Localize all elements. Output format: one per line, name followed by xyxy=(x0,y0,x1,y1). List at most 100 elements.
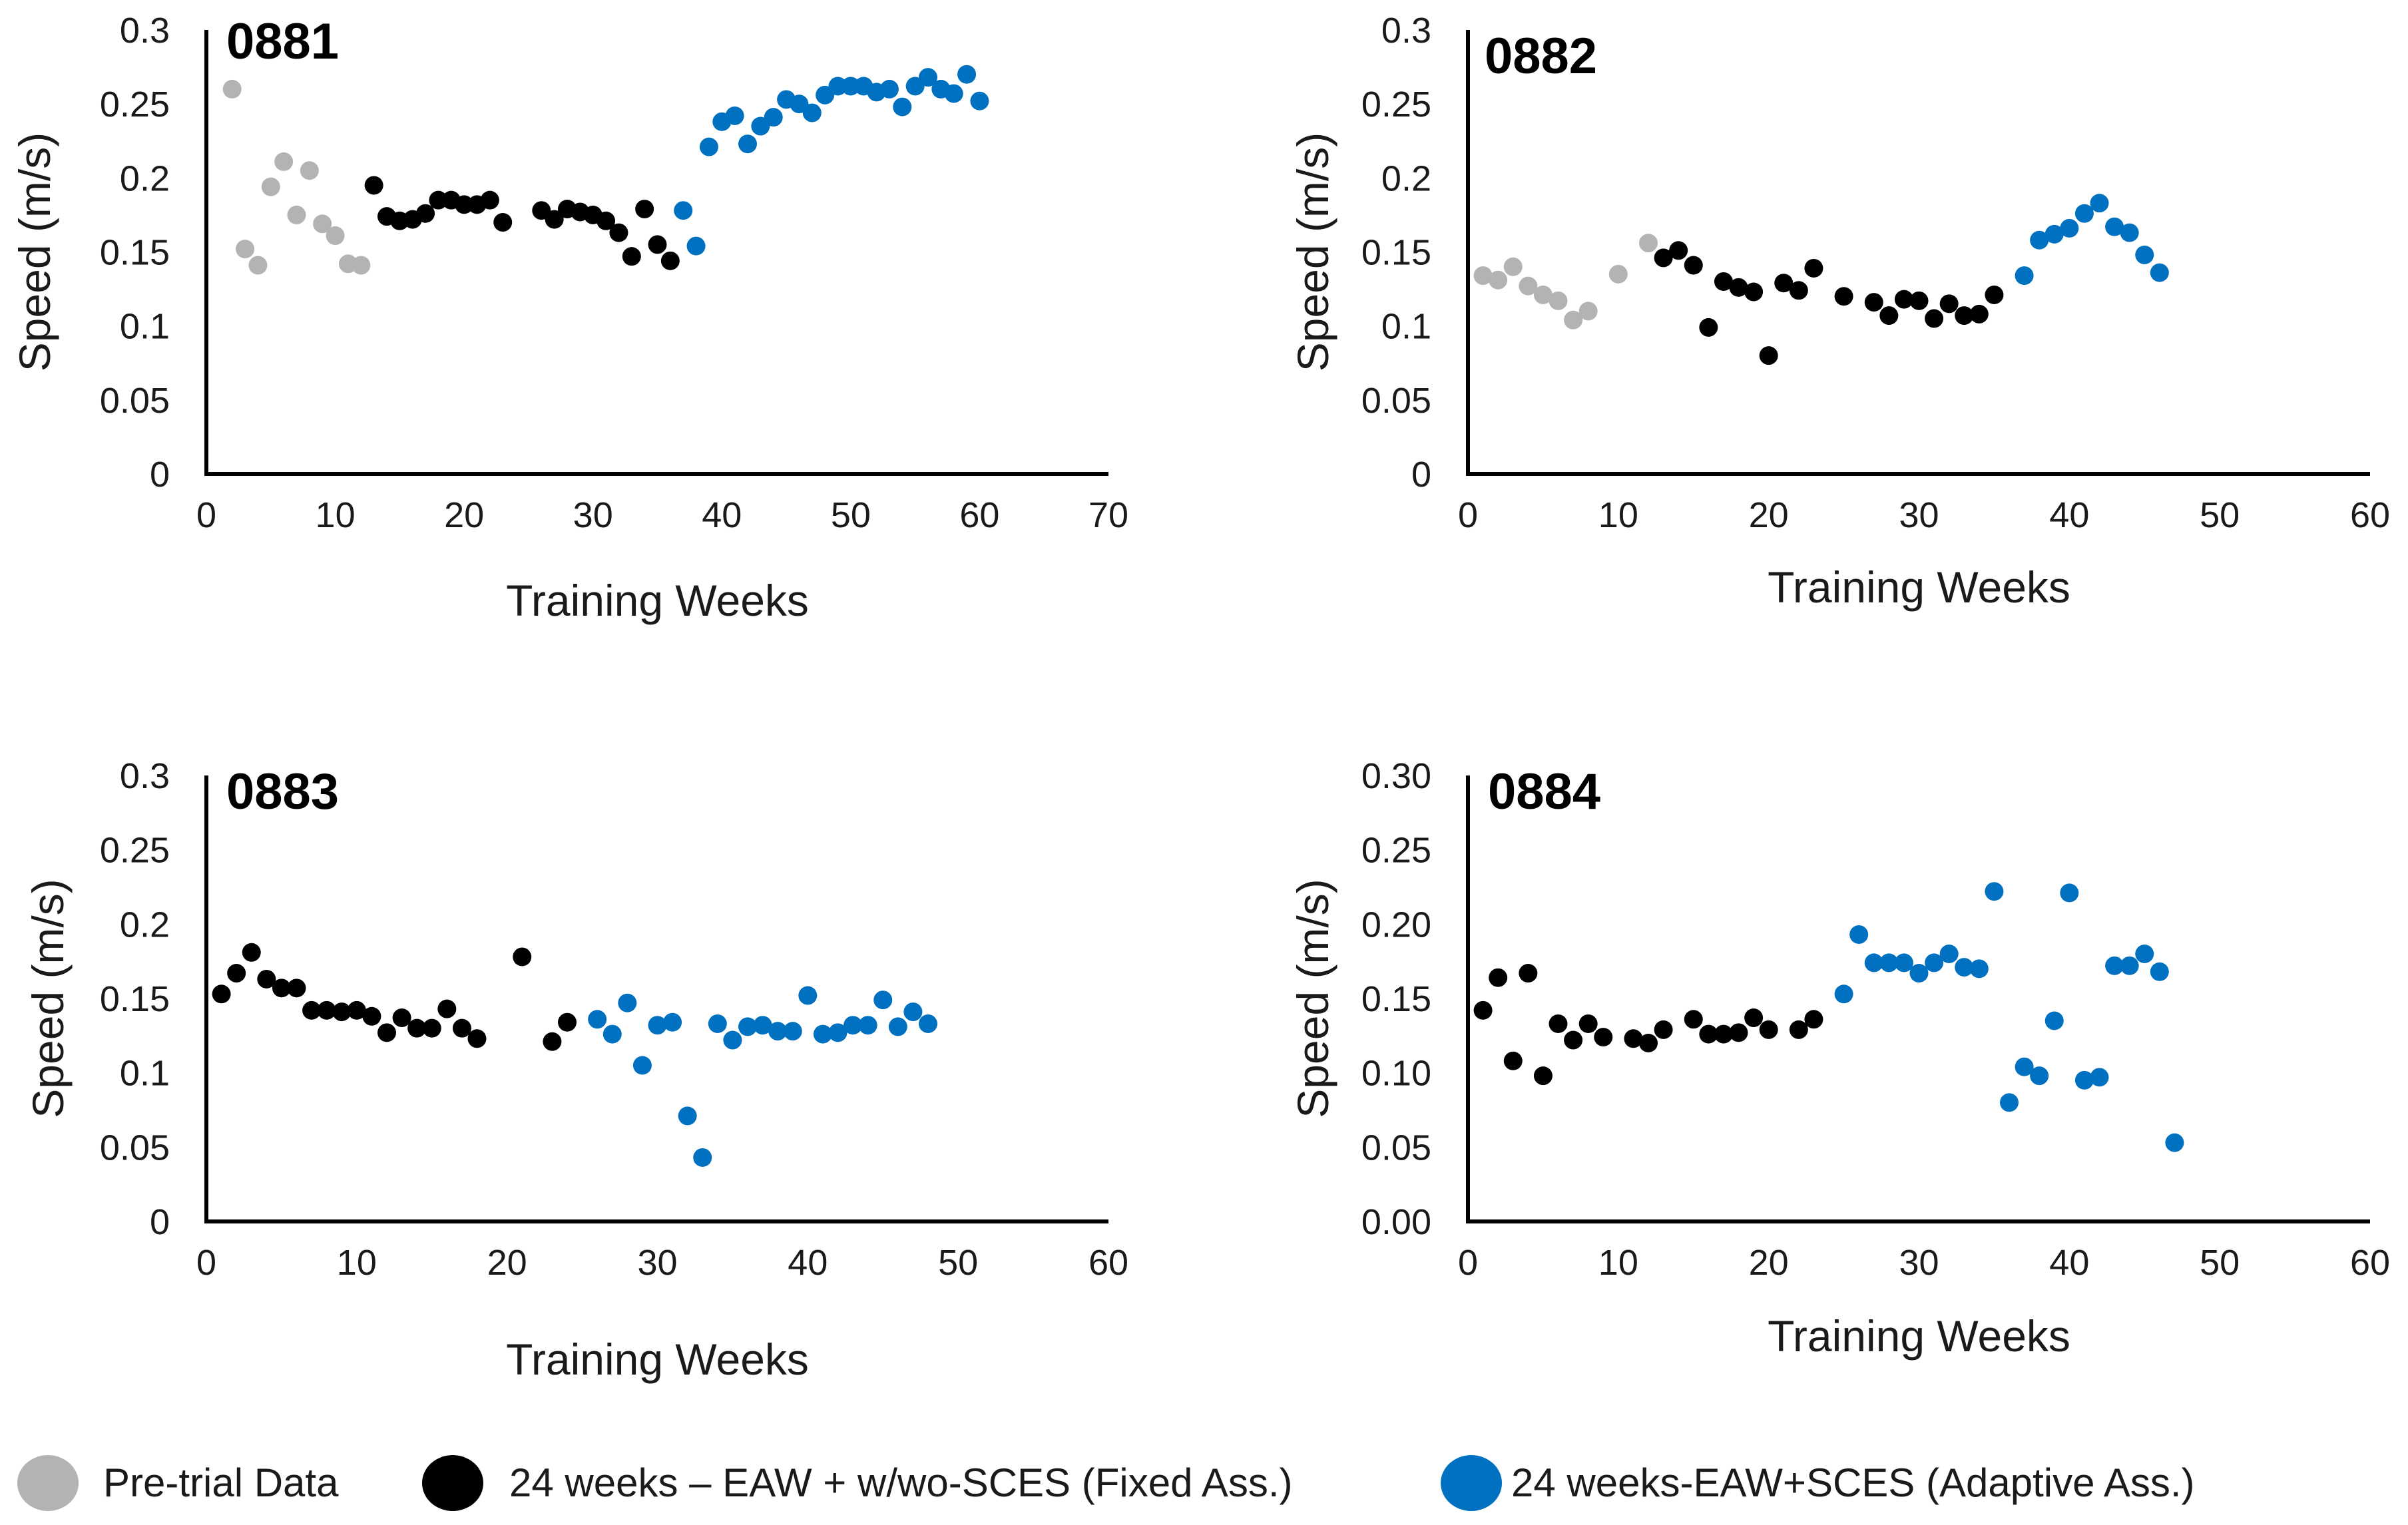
y-tick-label: 0.1 xyxy=(1381,307,1431,347)
data-point-adaptive xyxy=(2105,217,2124,236)
chart-panel-0882: 0 0.05 0.1 0.15 0.2 0.25 0.3 0 10 20 30 40 50 60 Train… xyxy=(1288,11,2390,612)
panel-title: 0881 xyxy=(226,13,339,70)
data-point-fixed xyxy=(1834,287,1853,306)
data-point-fixed xyxy=(332,1002,352,1022)
data-point-fixed xyxy=(302,1000,322,1020)
data-point-adaptive xyxy=(957,65,977,84)
x-tick-label: 0 xyxy=(1458,1243,1478,1283)
data-point-pre-trial xyxy=(300,161,319,180)
x-tick-label: 10 xyxy=(1598,495,1638,535)
y-tick-label: 0.10 xyxy=(1361,1054,1431,1094)
y-tick-label: 0.25 xyxy=(1361,85,1431,124)
data-point-fixed xyxy=(1955,306,1974,326)
data-point-fixed xyxy=(317,1000,336,1020)
data-point-adaptive xyxy=(2030,1066,2049,1086)
data-point-adaptive xyxy=(858,1016,877,1035)
y-tick-label: 0.05 xyxy=(100,381,170,421)
x-tick-label: 30 xyxy=(637,1243,677,1283)
data-point-adaptive xyxy=(970,91,989,110)
data-point-pre-trial xyxy=(1564,310,1583,329)
data-point-pre-trial xyxy=(1519,276,1538,296)
chart-panel-0883: 0 0.05 0.1 0.15 0.2 0.25 0.3 0 10 20 30 40 50 60 Train… xyxy=(23,756,1128,1384)
data-point-fixed xyxy=(1714,272,1733,291)
panel-title: 0883 xyxy=(226,763,339,820)
x-tick-label: 50 xyxy=(2200,1243,2240,1283)
legend-marker-pre-trial xyxy=(17,1455,79,1511)
data-point-adaptive xyxy=(588,1010,607,1029)
data-point-adaptive xyxy=(678,1106,697,1126)
x-tick-label: 0 xyxy=(196,1243,216,1283)
y-tick-label: 0.15 xyxy=(100,979,170,1019)
y-tick-label: 0.05 xyxy=(1361,1128,1431,1168)
data-point-pre-trial xyxy=(313,214,332,234)
x-tick-label: 60 xyxy=(959,495,999,535)
data-point-adaptive xyxy=(2060,218,2079,238)
data-point-fixed xyxy=(1759,1020,1778,1039)
x-tick-label: 60 xyxy=(2350,1243,2390,1283)
data-point-adaptive xyxy=(2150,263,2169,282)
x-axis-title: Training Weeks xyxy=(1768,562,2070,612)
data-point-fixed xyxy=(242,943,261,962)
x-tick-label: 70 xyxy=(1088,495,1128,535)
data-point-fixed xyxy=(543,1032,562,1051)
data-point-adaptive xyxy=(768,1022,788,1041)
x-axis-title: Training Weeks xyxy=(1768,1311,2070,1361)
x-tick-label: 10 xyxy=(316,495,356,535)
data-point-fixed xyxy=(480,190,499,210)
data-point-adaptive xyxy=(764,108,783,127)
data-point-adaptive xyxy=(723,1030,742,1050)
data-point-adaptive xyxy=(919,1014,937,1033)
x-tick-label: 0 xyxy=(1458,495,1478,535)
data-point-fixed xyxy=(364,176,383,195)
data-point-adaptive xyxy=(1834,984,1853,1004)
data-point-adaptive xyxy=(693,1148,712,1167)
data-point-fixed xyxy=(467,1029,487,1048)
legend-label-pre-trial: Pre-trial Data xyxy=(103,1460,339,1505)
legend-marker-fixed xyxy=(422,1455,483,1511)
y-tick-label: 0.20 xyxy=(1361,905,1431,945)
y-tick-label: 0.05 xyxy=(100,1128,170,1168)
data-point-adaptive xyxy=(2120,956,2139,975)
data-point-adaptive xyxy=(1909,964,1929,983)
data-point-adaptive xyxy=(783,1022,802,1041)
y-tick-label: 0 xyxy=(1411,455,1431,495)
data-point-fixed xyxy=(1473,1000,1493,1020)
data-point-adaptive xyxy=(2090,194,2109,213)
data-point-fixed xyxy=(1925,309,1944,328)
x-tick-label: 50 xyxy=(831,495,871,535)
data-point-pre-trial xyxy=(1503,257,1523,276)
data-point-fixed xyxy=(1684,1010,1703,1029)
data-point-pre-trial xyxy=(1489,270,1508,290)
y-tick-label: 0.15 xyxy=(1361,979,1431,1019)
x-tick-label: 50 xyxy=(938,1243,978,1283)
chart-panel-0881: 0 0.05 0.1 0.15 0.2 0.25 0.3 0 10 20 30 40 50 60 70 Tra… xyxy=(10,11,1128,625)
y-tick-label: 0.25 xyxy=(100,85,170,124)
data-point-fixed xyxy=(1533,1066,1553,1086)
data-point-fixed xyxy=(1684,256,1703,275)
data-point-fixed xyxy=(1804,258,1823,278)
data-point-fixed xyxy=(513,947,532,967)
data-point-fixed xyxy=(648,235,667,254)
data-point-pre-trial xyxy=(261,177,280,196)
y-tick-label: 0.3 xyxy=(120,756,170,796)
x-tick-label: 30 xyxy=(573,495,613,535)
data-point-fixed xyxy=(1759,346,1778,365)
data-point-adaptive xyxy=(2105,956,2124,975)
data-point-adaptive xyxy=(1925,953,1944,973)
data-point-adaptive xyxy=(1894,953,1913,973)
data-point-fixed xyxy=(1639,1034,1658,1052)
data-point-fixed xyxy=(272,979,291,998)
data-point-fixed xyxy=(1699,1024,1718,1044)
data-point-adaptive xyxy=(663,1012,682,1032)
data-point-pre-trial xyxy=(352,256,371,275)
x-tick-label: 30 xyxy=(1899,1243,1939,1283)
data-point-fixed xyxy=(1489,968,1508,987)
data-point-adaptive xyxy=(828,1023,847,1042)
y-tick-label: 0.15 xyxy=(100,233,170,273)
data-point-fixed xyxy=(407,1018,427,1038)
data-point-fixed xyxy=(1789,281,1808,300)
data-point-fixed xyxy=(1969,304,1989,324)
data-point-adaptive xyxy=(753,1016,772,1035)
x-tick-label: 20 xyxy=(1749,1243,1789,1283)
data-point-adaptive xyxy=(1985,882,2004,901)
